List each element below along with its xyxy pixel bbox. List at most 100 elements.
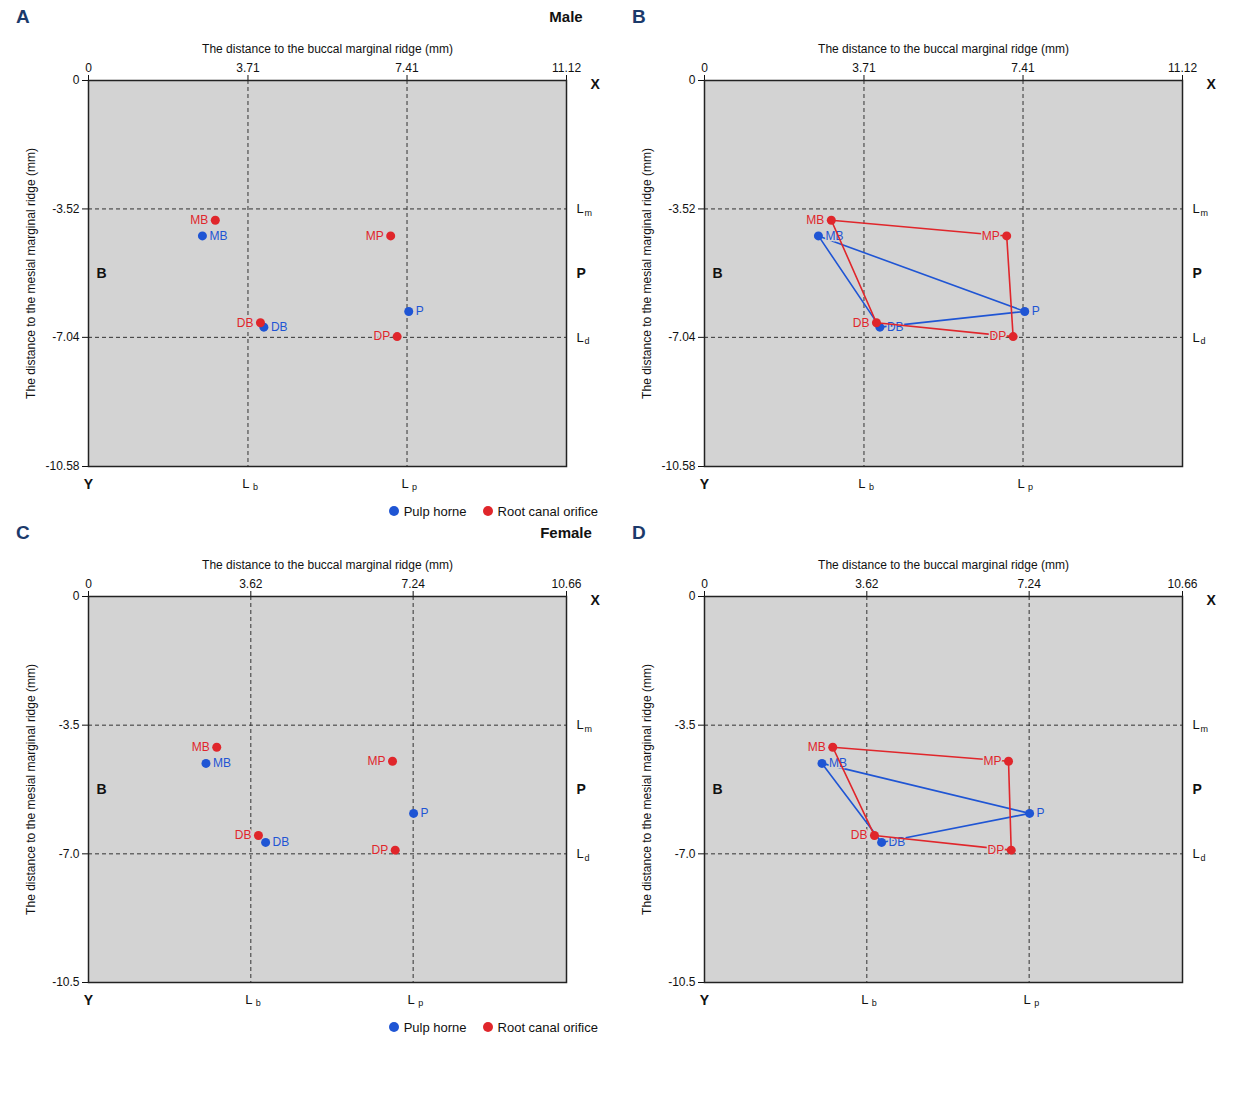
svg-text:m: m — [585, 208, 593, 218]
svg-text:P: P — [1037, 806, 1045, 820]
svg-text:DB: DB — [853, 316, 870, 330]
svg-text:DP: DP — [988, 843, 1005, 857]
svg-text:MB: MB — [806, 213, 824, 227]
svg-text:DB: DB — [887, 320, 904, 334]
svg-text:0: 0 — [73, 589, 80, 603]
svg-text:7.41: 7.41 — [395, 61, 419, 75]
svg-text:d: d — [585, 853, 590, 863]
svg-text:L: L — [858, 476, 865, 491]
svg-text:d: d — [585, 336, 590, 346]
svg-text:X: X — [591, 592, 601, 608]
svg-text:3.62: 3.62 — [239, 577, 263, 591]
svg-text:m: m — [585, 724, 593, 734]
svg-text:DB: DB — [271, 320, 288, 334]
svg-text:Y: Y — [84, 476, 94, 492]
svg-text:DP: DP — [373, 329, 390, 343]
svg-text:-3.5: -3.5 — [675, 718, 696, 732]
svg-text:7.24: 7.24 — [401, 577, 425, 591]
svg-text:0: 0 — [689, 589, 696, 603]
svg-text:-10.58: -10.58 — [45, 459, 79, 473]
svg-text:DB: DB — [237, 316, 254, 330]
svg-text:MB: MB — [190, 213, 208, 227]
svg-text:-7.04: -7.04 — [52, 330, 80, 344]
svg-text:7.24: 7.24 — [1017, 577, 1041, 591]
svg-text:d: d — [1201, 336, 1206, 346]
svg-text:DP: DP — [372, 843, 389, 857]
svg-text:P: P — [1032, 304, 1040, 318]
svg-text:B: B — [713, 781, 723, 797]
svg-text:X: X — [591, 76, 601, 92]
svg-text:L: L — [242, 476, 249, 491]
svg-text:0: 0 — [689, 73, 696, 87]
svg-text:MP: MP — [366, 229, 384, 243]
svg-text:MB: MB — [213, 756, 231, 770]
svg-text:X: X — [1207, 76, 1217, 92]
svg-text:MB: MB — [209, 229, 227, 243]
svg-text:B: B — [97, 265, 107, 281]
svg-text:10.66: 10.66 — [1167, 577, 1197, 591]
svg-text:0: 0 — [85, 577, 92, 591]
svg-text:L: L — [577, 201, 584, 216]
svg-text:The distance to the buccal mar: The distance to the buccal marginal ridg… — [818, 42, 1069, 56]
svg-text:P: P — [416, 304, 424, 318]
svg-text:b: b — [869, 482, 874, 492]
svg-text:MP: MP — [982, 229, 1000, 243]
svg-text:11.12: 11.12 — [552, 61, 581, 75]
svg-text:L: L — [245, 992, 252, 1007]
svg-text:The distance to the buccal mar: The distance to the buccal marginal ridg… — [202, 42, 453, 56]
svg-text:-3.52: -3.52 — [668, 202, 696, 216]
svg-text:P: P — [577, 265, 586, 281]
svg-text:The distance to the mesial mar: The distance to the mesial marginal ridg… — [24, 664, 38, 915]
svg-text:MP: MP — [984, 754, 1002, 768]
svg-text:DP: DP — [989, 329, 1006, 343]
svg-text:MB: MB — [192, 740, 210, 754]
svg-text:b: b — [872, 998, 877, 1008]
svg-text:L: L — [1193, 717, 1200, 732]
svg-text:Y: Y — [700, 992, 710, 1008]
svg-text:L: L — [1017, 476, 1024, 491]
svg-text:3.62: 3.62 — [855, 577, 879, 591]
svg-text:-10.5: -10.5 — [668, 975, 696, 989]
svg-text:L: L — [401, 476, 408, 491]
svg-text:3.71: 3.71 — [852, 61, 876, 75]
svg-text:MB: MB — [808, 740, 826, 754]
svg-text:p: p — [412, 482, 417, 492]
svg-text:3.71: 3.71 — [236, 61, 260, 75]
svg-text:P: P — [421, 806, 429, 820]
svg-text:-7.0: -7.0 — [675, 847, 696, 861]
svg-text:The distance to the mesial mar: The distance to the mesial marginal ridg… — [640, 664, 654, 915]
svg-text:p: p — [1028, 482, 1033, 492]
svg-text:-10.5: -10.5 — [52, 975, 80, 989]
svg-text:m: m — [1201, 208, 1209, 218]
svg-text:L: L — [1193, 201, 1200, 216]
svg-text:0: 0 — [85, 61, 92, 75]
svg-text:0: 0 — [701, 61, 708, 75]
svg-text:X: X — [1207, 592, 1217, 608]
svg-text:MP: MP — [368, 754, 386, 768]
svg-text:-3.5: -3.5 — [59, 718, 80, 732]
svg-text:The distance to the buccal mar: The distance to the buccal marginal ridg… — [202, 558, 453, 572]
svg-text:B: B — [713, 265, 723, 281]
svg-text:DB: DB — [851, 828, 868, 842]
svg-text:L: L — [861, 992, 868, 1007]
svg-text:L: L — [1193, 846, 1200, 861]
svg-text:L: L — [577, 846, 584, 861]
svg-text:P: P — [577, 781, 586, 797]
svg-text:Y: Y — [700, 476, 710, 492]
svg-text:DB: DB — [273, 835, 290, 849]
svg-text:-7.04: -7.04 — [668, 330, 696, 344]
svg-text:P: P — [1193, 265, 1202, 281]
svg-text:L: L — [408, 992, 415, 1007]
svg-text:b: b — [256, 998, 261, 1008]
svg-text:b: b — [253, 482, 258, 492]
svg-text:11.12: 11.12 — [1168, 61, 1197, 75]
svg-text:-7.0: -7.0 — [59, 847, 80, 861]
svg-text:Y: Y — [84, 992, 94, 1008]
svg-text:7.41: 7.41 — [1011, 61, 1035, 75]
svg-text:-10.58: -10.58 — [661, 459, 695, 473]
svg-text:0: 0 — [73, 73, 80, 87]
svg-text:L: L — [577, 717, 584, 732]
svg-text:p: p — [1034, 998, 1039, 1008]
svg-text:m: m — [1201, 724, 1209, 734]
svg-text:The distance to the mesial mar: The distance to the mesial marginal ridg… — [24, 148, 38, 399]
